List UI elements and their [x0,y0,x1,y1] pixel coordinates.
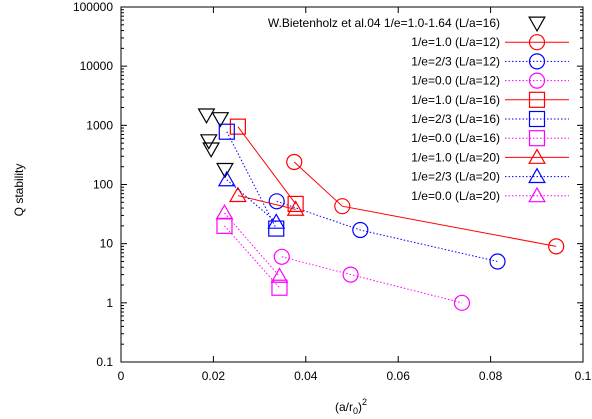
legend-marker [528,167,546,184]
series-3 [273,248,471,311]
legend-marker [528,110,546,128]
x-axis-label-subscript: 0 [353,406,358,416]
x-axis-label: (a/r0)2 [335,397,367,416]
y-tick-label: 10 [100,237,114,251]
legend-entry: 1/e=2/3 (L/a=16) [411,110,569,128]
series-9 [215,203,289,283]
data-point [270,267,289,283]
legend-marker [528,91,546,108]
x-tick-label: 0.1 [575,369,592,383]
series-6 [216,217,288,296]
series-line [276,200,498,262]
data-point [352,221,369,239]
legend-label: 1/e=1.0 (L/a=12) [411,35,500,49]
legend-entry: 1/e=0.0 (L/a=20) [411,186,569,203]
legend-label: 1/e=2/3 (L/a=20) [411,170,500,184]
series-1 [286,153,565,255]
legend-label: 1/e=2/3 (L/a=16) [411,112,500,126]
legend-label: 1/e=0.0 (L/a=12) [411,74,500,88]
legend-label: 1/e=1.0 (L/a=20) [411,150,500,164]
data-point [453,294,471,311]
legend-marker [528,34,546,51]
legend-marker [528,16,546,33]
legend-entry: 1/e=0.0 (L/a=16) [411,130,569,147]
data-point [216,162,234,179]
legend-label: W.Bietenholz et al.04 1/e=1.0-1.64 (L/a=… [268,16,500,30]
data-point [199,134,218,150]
x-tick-label: 0.06 [387,369,411,383]
plot-frame [120,6,584,363]
data-point [271,279,288,296]
series-line [281,256,463,304]
y-tick-label: 0.1 [96,355,113,369]
data-point [334,198,351,215]
data-point [286,153,303,171]
legend-label: 1/e=2/3 (L/a=12) [411,54,500,68]
legend-marker [528,186,546,203]
legend-entry: 1/e=2/3 (L/a=20) [411,167,569,184]
series-line [237,126,297,205]
series-2 [268,193,506,270]
series-line [226,131,277,229]
x-axis: 0 0.02 0.04 0.06 0.08 0.1 [118,7,592,383]
data-point [342,266,359,283]
data-point [215,203,234,220]
data-point [228,186,247,203]
data-point [287,195,304,213]
x-tick-label: 0.02 [202,369,226,383]
series-line [293,161,557,247]
y-axis: 0.1 1 10 100 1000 10000 100000 [73,0,583,369]
legend-entry: W.Bietenholz et al.04 1/e=1.0-1.64 (L/a=… [268,16,546,33]
legend-marker [528,72,546,89]
data-point [273,248,290,265]
y-tick-label: 1000 [86,118,113,132]
legend-marker [528,148,546,164]
series-0 [197,108,234,179]
legend-entry: 1/e=0.0 (L/a=12) [411,72,569,89]
series-7 [228,186,305,216]
series-line [226,179,277,223]
y-tick-label: 100000 [73,0,113,14]
x-tick-label: 0 [118,369,125,383]
series-line [224,225,280,289]
x-tick-label: 0.04 [294,369,318,383]
y-tick-label: 1 [106,296,113,310]
data-point [202,142,220,158]
data-point [217,170,236,187]
legend-entry: 1/e=1.0 (L/a=20) [411,148,569,164]
legend-label: 1/e=0.0 (L/a=20) [411,189,500,203]
data-point [267,213,286,229]
legend-label: 1/e=1.0 (L/a=16) [411,93,500,107]
y-tick-label: 10000 [80,59,114,73]
series-4 [229,118,304,213]
series-8 [217,170,286,229]
data-point [218,123,235,140]
legend-label: 1/e=0.0 (L/a=16) [411,131,500,145]
x-axis-label-close: ) [358,400,362,414]
plot-border [120,6,584,363]
legend-marker [528,130,546,147]
x-tick-label: 0.08 [479,369,503,383]
series-line [237,195,296,210]
series-layer [197,108,565,311]
data-point [489,253,506,270]
data-point [548,238,565,255]
data-point [286,200,305,216]
legend: W.Bietenholz et al.04 1/e=1.0-1.64 (L/a=… [268,16,569,203]
legend-entry: 1/e=1.0 (L/a=16) [411,91,569,108]
legend-entry: 1/e=1.0 (L/a=12) [411,34,569,51]
data-point [229,118,246,135]
legend-marker [528,53,546,70]
data-point [197,108,216,124]
y-tick-label: 100 [93,178,113,192]
legend-entry: 1/e=2/3 (L/a=12) [411,53,569,70]
x-axis-label-main: (a/r [335,400,353,414]
data-point [268,193,285,210]
data-point [211,112,230,128]
x-axis-label-superscript: 2 [362,397,367,407]
y-axis-label: Q stability [12,164,26,217]
